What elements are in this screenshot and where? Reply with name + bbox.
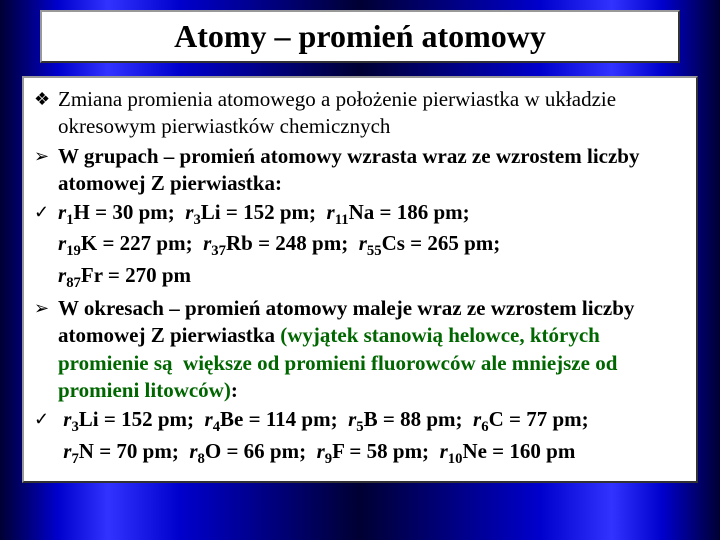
diamond-bullet-icon: ❖ bbox=[34, 86, 58, 141]
arrow-bullet-icon: ➢ bbox=[34, 143, 58, 198]
item-text: Zmiana promienia atomowego a położenie p… bbox=[58, 86, 686, 141]
content-box: ❖ Zmiana promienia atomowego a położenie… bbox=[22, 76, 698, 483]
list-item: ✓ r1H = 30 pm; r3Li = 152 pm; r11Na = 18… bbox=[34, 199, 686, 293]
item-text: r3Li = 152 pm; r4Be = 114 pm; r5B = 88 p… bbox=[58, 406, 686, 469]
list-item: ❖ Zmiana promienia atomowego a położenie… bbox=[34, 86, 686, 141]
page-title: Atomy – promień atomowy bbox=[54, 18, 666, 55]
item-text: W grupach – promień atomowy wzrasta wraz… bbox=[58, 143, 686, 198]
arrow-bullet-icon: ➢ bbox=[34, 295, 58, 404]
item-text: r1H = 30 pm; r3Li = 152 pm; r11Na = 186 … bbox=[58, 199, 686, 293]
title-box: Atomy – promień atomowy bbox=[40, 10, 680, 63]
check-bullet-icon: ✓ bbox=[34, 406, 58, 469]
list-item: ➢ W grupach – promień atomowy wzrasta wr… bbox=[34, 143, 686, 198]
item-text: W okresach – promień atomowy maleje wraz… bbox=[58, 295, 686, 404]
check-bullet-icon: ✓ bbox=[34, 199, 58, 293]
list-item: ✓ r3Li = 152 pm; r4Be = 114 pm; r5B = 88… bbox=[34, 406, 686, 469]
list-item: ➢ W okresach – promień atomowy maleje wr… bbox=[34, 295, 686, 404]
